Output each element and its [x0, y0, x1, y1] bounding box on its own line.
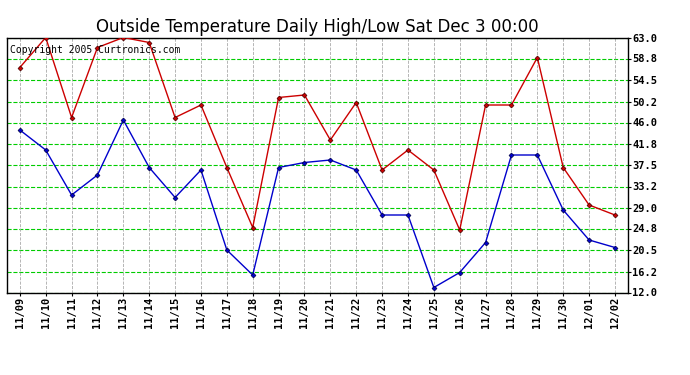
Text: Copyright 2005 Curtronics.com: Copyright 2005 Curtronics.com: [10, 45, 180, 55]
Title: Outside Temperature Daily High/Low Sat Dec 3 00:00: Outside Temperature Daily High/Low Sat D…: [96, 18, 539, 36]
